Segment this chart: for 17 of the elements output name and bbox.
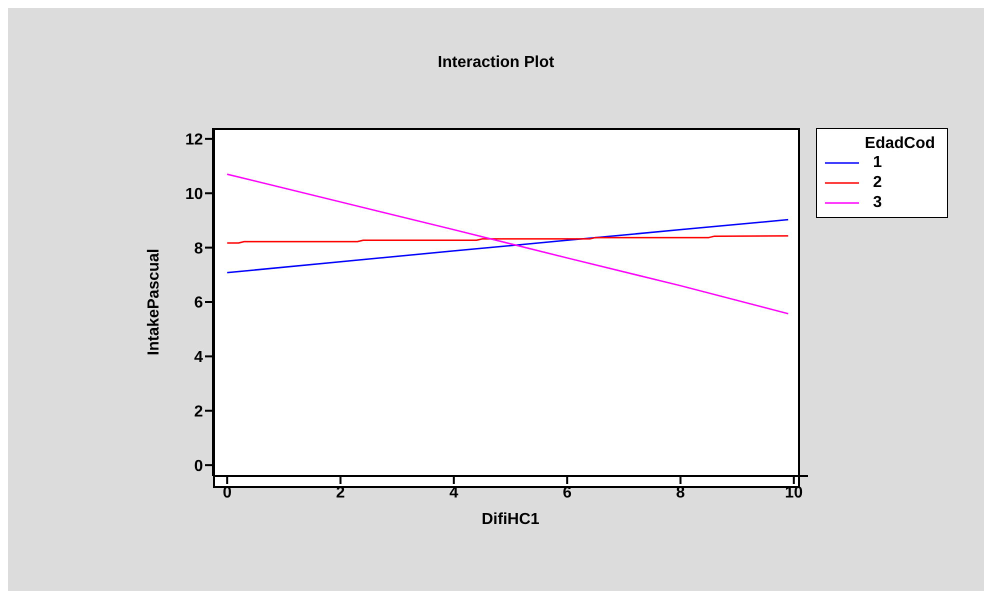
legend-label: 1 [873, 153, 882, 173]
line-series [226, 173, 789, 314]
y-tick-label: 8 [194, 240, 204, 258]
line-series [226, 235, 789, 244]
legend-label: 3 [873, 193, 882, 213]
y-tick-label: 10 [185, 186, 204, 203]
legend-title: EdadCod [864, 135, 935, 153]
y-tick-label: 2 [194, 403, 204, 420]
y-tick-label: 0 [194, 458, 204, 475]
y-axis-title: IntakePascual [146, 248, 163, 356]
line-series [226, 218, 789, 274]
legend-label: 2 [873, 173, 882, 193]
y-tick-label: 12 [185, 132, 204, 149]
y-tick-label: 4 [194, 349, 204, 366]
chart-title: Interaction Plot [436, 54, 556, 72]
x-axis-title: DifiHC1 [482, 511, 540, 528]
y-tick-label: 6 [194, 294, 204, 312]
